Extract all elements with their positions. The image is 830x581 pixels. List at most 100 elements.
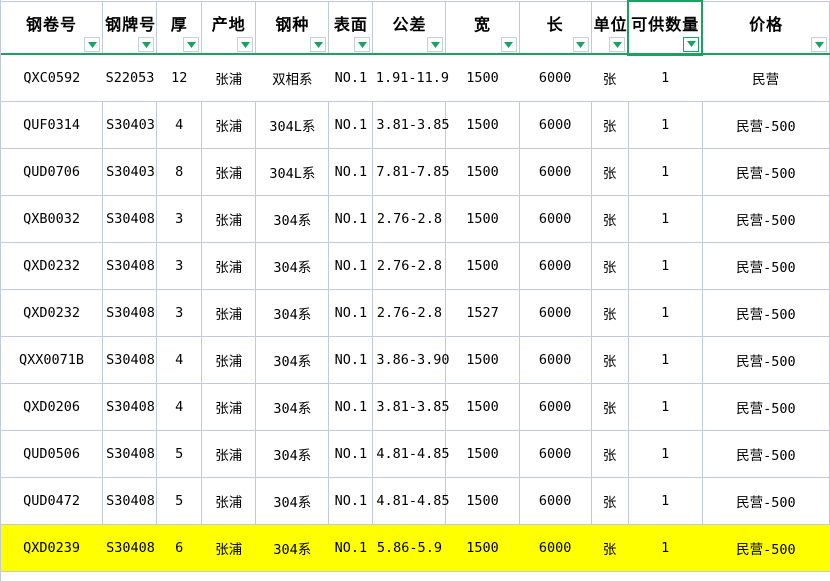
cell-unit[interactable]: 张	[590, 288, 629, 337]
cell-tol[interactable]: 1.91-11.9	[372, 54, 449, 101]
cell-width[interactable]: 1500	[445, 241, 520, 290]
cell-coil_no[interactable]: QXB0032	[0, 194, 104, 243]
cell-thick[interactable]: 8	[156, 147, 203, 196]
cell-tol[interactable]: 3.81-3.85	[372, 382, 450, 431]
table-row[interactable]: QUD0506 S30408 5 张浦 304系 NO.1 4.81-4.85 1500 600…	[0, 429, 830, 478]
column-header-width[interactable]: 宽	[445, 0, 520, 55]
cell-grade_no[interactable]: S30408	[102, 288, 158, 337]
filter-dropdown-icon[interactable]	[683, 36, 700, 52]
cell-steel[interactable]: 304系	[255, 476, 330, 525]
cell-coil_no[interactable]: QXD0232	[0, 241, 104, 290]
cell-steel[interactable]: 304系	[255, 288, 330, 337]
cell-grade_no[interactable]: S30408	[102, 194, 158, 243]
cell-width[interactable]: 1500	[445, 382, 520, 431]
cell-surface[interactable]: NO.1	[328, 241, 374, 290]
cell-price[interactable]: 民营-500	[701, 335, 830, 384]
table-row[interactable]: QXX0071B S30408 4 张浦 304系 NO.1 3.86-3.90 1500 60…	[0, 335, 830, 384]
cell-qty[interactable]: 1	[627, 147, 703, 196]
cell-coil_no[interactable]: QXD0232	[0, 288, 104, 337]
cell-tol[interactable]: 7.81-7.85	[372, 147, 450, 196]
cell-unit[interactable]: 张	[591, 54, 629, 101]
cell-price[interactable]: 民营-500	[701, 194, 830, 243]
cell-coil_no[interactable]: QUF0314	[0, 100, 104, 149]
cell-tol[interactable]: 3.81-3.85	[372, 100, 450, 149]
cell-coil_no[interactable]: QUD0706	[0, 147, 104, 196]
cell-coil_no[interactable]: QUD0506	[0, 429, 104, 478]
cell-surface[interactable]: NO.1	[328, 523, 374, 572]
cell-surface[interactable]: NO.1	[328, 335, 374, 384]
cell-surface[interactable]: NO.1	[328, 100, 374, 149]
cell-unit[interactable]: 张	[590, 523, 629, 572]
cell-qty[interactable]: 1	[627, 194, 703, 243]
cell-thick[interactable]: 3	[156, 288, 203, 337]
table-row[interactable]: QXD0232 S30408 3 张浦 304系 NO.1 2.76-2.8 1500 6000…	[0, 241, 830, 290]
cell-qty[interactable]: 1	[627, 382, 703, 431]
cell-length[interactable]: 6000	[518, 288, 592, 337]
cell-surface[interactable]: NO.1	[328, 194, 374, 243]
cell-origin[interactable]: 张浦	[201, 335, 257, 384]
cell-surface[interactable]: NO.1	[328, 429, 374, 478]
cell-unit[interactable]: 张	[590, 476, 629, 525]
column-header-origin[interactable]: 产地	[201, 0, 257, 55]
cell-thick[interactable]: 5	[156, 429, 203, 478]
cell-grade_no[interactable]: S30408	[102, 335, 158, 384]
cell-thick[interactable]: 4	[156, 382, 203, 431]
cell-length[interactable]: 6000	[518, 100, 592, 149]
cell-unit[interactable]: 张	[590, 241, 629, 290]
table-row[interactable]: QUD0706 S30403 8 张浦 304L系 NO.1 7.81-7.85 1500 60…	[0, 147, 830, 196]
cell-price[interactable]: 民营-500	[701, 429, 830, 478]
cell-length[interactable]: 6000	[518, 194, 592, 243]
filter-dropdown-icon[interactable]	[811, 37, 827, 52]
column-header-coil_no[interactable]: 钢卷号	[0, 0, 104, 55]
cell-qty[interactable]: 1	[627, 100, 703, 149]
column-header-thick[interactable]: 厚	[156, 0, 203, 55]
cell-surface[interactable]: NO.1	[328, 288, 374, 337]
cell-length[interactable]: 6000	[518, 382, 592, 431]
cell-origin[interactable]: 张浦	[201, 147, 257, 196]
filter-dropdown-icon[interactable]	[183, 37, 200, 52]
cell-length[interactable]: 6000	[518, 523, 592, 572]
table-row[interactable]: QXD0232 S30408 3 张浦 304系 NO.1 2.76-2.8 1527 6000…	[0, 288, 830, 337]
cell-steel[interactable]: 304系	[255, 429, 330, 478]
cell-origin[interactable]: 张浦	[201, 523, 257, 572]
cell-qty[interactable]: 1	[627, 241, 703, 290]
cell-coil_no[interactable]: QXC0592	[0, 54, 103, 101]
cell-surface[interactable]: NO.1	[328, 476, 374, 525]
cell-length[interactable]: 6000	[518, 476, 592, 525]
filter-dropdown-icon[interactable]	[354, 37, 371, 52]
cell-thick[interactable]: 4	[156, 335, 203, 384]
cell-width[interactable]: 1500	[445, 194, 520, 243]
cell-origin[interactable]: 张浦	[201, 429, 257, 478]
cell-width[interactable]: 1500	[445, 147, 520, 196]
cell-width[interactable]: 1500	[445, 429, 520, 478]
cell-steel[interactable]: 304系	[255, 241, 330, 290]
cell-surface[interactable]: NO.1	[328, 54, 373, 101]
cell-tol[interactable]: 5.86-5.9	[372, 523, 447, 572]
cell-price[interactable]: 民营-500	[701, 288, 830, 337]
cell-unit[interactable]: 张	[590, 429, 629, 478]
column-header-grade_no[interactable]: 钢牌号	[102, 0, 158, 55]
table-row[interactable]: QXC0592 S22053 12 张浦 双相系 NO.1 1.91-11.9 1500 600…	[0, 54, 830, 101]
cell-unit[interactable]: 张	[590, 194, 629, 243]
cell-unit[interactable]: 张	[590, 335, 629, 384]
cell-origin[interactable]: 张浦	[201, 194, 257, 243]
cell-thick[interactable]: 6	[156, 523, 203, 572]
cell-tol[interactable]: 4.81-4.85	[372, 429, 450, 478]
cell-width[interactable]: 1500	[445, 523, 520, 572]
filter-dropdown-icon[interactable]	[138, 37, 155, 52]
cell-steel[interactable]: 304系	[255, 523, 330, 572]
cell-tol[interactable]: 3.86-3.90	[372, 335, 450, 384]
cell-tol[interactable]: 2.76-2.8	[372, 241, 447, 290]
cell-width[interactable]: 1500	[445, 100, 520, 149]
cell-thick[interactable]: 3	[156, 241, 203, 290]
cell-thick[interactable]: 12	[156, 54, 202, 101]
cell-coil_no[interactable]: QXD0206	[0, 382, 104, 431]
cell-price[interactable]: 民营-500	[701, 147, 830, 196]
cell-length[interactable]: 6000	[518, 335, 592, 384]
cell-qty[interactable]: 1	[627, 429, 703, 478]
cell-steel[interactable]: 304系	[255, 382, 330, 431]
filter-dropdown-icon[interactable]	[237, 37, 254, 52]
cell-origin[interactable]: 张浦	[201, 382, 257, 431]
table-row[interactable]: QUD0472 S30408 5 张浦 304系 NO.1 4.81-4.85 1500 600…	[0, 476, 830, 525]
cell-price[interactable]: 民营-500	[701, 523, 830, 572]
